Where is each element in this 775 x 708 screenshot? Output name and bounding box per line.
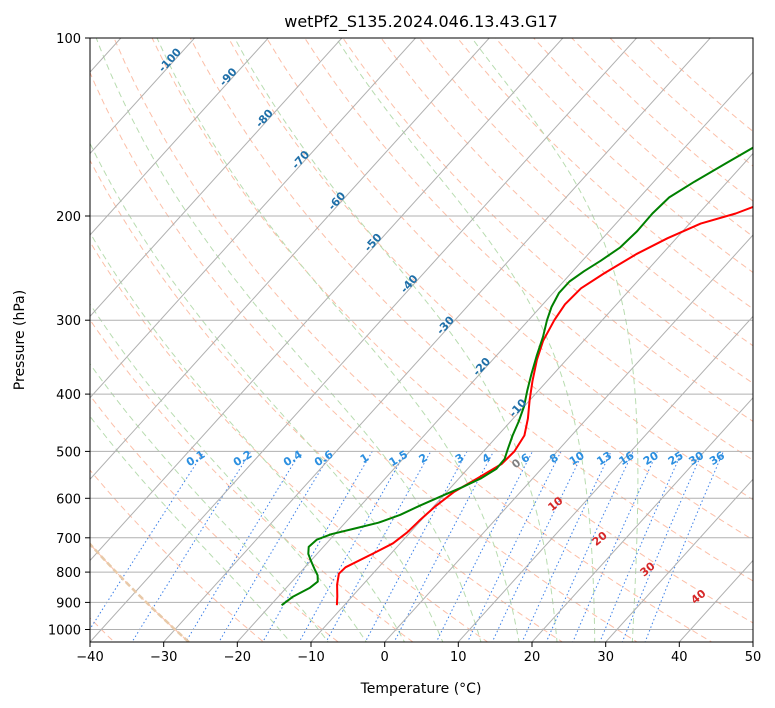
skewed-isotherm bbox=[531, 397, 753, 642]
y-axis-label: Pressure (hPa) bbox=[12, 290, 28, 390]
skewed-isotherm bbox=[90, 38, 417, 399]
y-tick-label: 200 bbox=[56, 210, 81, 225]
dry-adiabat bbox=[266, 38, 753, 501]
moist-adiabat bbox=[156, 38, 520, 642]
skewed-isotherm bbox=[310, 152, 753, 642]
y-tick-label: 100 bbox=[56, 32, 81, 47]
isobar-grid bbox=[90, 38, 753, 630]
skewed-isotherm bbox=[90, 38, 564, 562]
profile-series bbox=[281, 146, 753, 607]
skewed-isotherm bbox=[162, 38, 711, 642]
y-tick-label: 500 bbox=[56, 445, 81, 460]
moist-adiabat bbox=[95, 38, 482, 642]
skewed-isotherm bbox=[90, 38, 490, 480]
skewed-isotherm bbox=[383, 234, 753, 642]
x-tick-label: 20 bbox=[524, 650, 541, 665]
plot-frame bbox=[89, 37, 754, 643]
x-tick-label: 40 bbox=[671, 650, 688, 665]
dry-adiabat bbox=[189, 38, 753, 582]
x-tick-label: 0 bbox=[381, 650, 389, 665]
skewed-isotherm-grid bbox=[90, 38, 753, 642]
dry-adiabat bbox=[304, 38, 753, 461]
moist-adiabat bbox=[335, 38, 596, 642]
skewed-isotherm bbox=[90, 38, 196, 155]
skewed-isotherm bbox=[90, 38, 343, 318]
moist-adiabat bbox=[90, 415, 291, 642]
x-tick-label: −40 bbox=[76, 650, 103, 665]
moist-adiabat bbox=[90, 363, 329, 642]
dry-adiabat bbox=[90, 469, 265, 642]
moist-adiabats bbox=[90, 38, 639, 642]
skewed-isotherm bbox=[90, 38, 269, 236]
temperature-profile-line bbox=[335, 205, 753, 606]
skewed-isotherm bbox=[236, 71, 753, 642]
x-tick-label: 10 bbox=[450, 650, 467, 665]
y-tick-label: 300 bbox=[56, 314, 81, 329]
dry-adiabat bbox=[456, 38, 753, 310]
dry-adiabat bbox=[90, 240, 489, 642]
dry-adiabat bbox=[418, 38, 753, 347]
dry-adiabat bbox=[90, 71, 638, 642]
y-tick-label: 600 bbox=[56, 492, 81, 507]
reference-curve-line bbox=[90, 542, 191, 642]
dry-adiabat bbox=[90, 318, 414, 642]
y-tick-label: 1000 bbox=[48, 624, 81, 639]
skewed-isotherm bbox=[604, 478, 753, 642]
skewed-isotherm bbox=[457, 315, 753, 642]
dewpoint-profile-line bbox=[281, 146, 753, 607]
y-tick-label: 900 bbox=[56, 596, 81, 611]
moist-adiabat bbox=[90, 231, 406, 642]
x-tick-label: 30 bbox=[597, 650, 614, 665]
x-tick-label: −10 bbox=[297, 650, 324, 665]
y-tick-label: 800 bbox=[56, 566, 81, 581]
y-axis: 100 200 300 400 500 600 700 800 900 1000 bbox=[48, 32, 90, 639]
reference-curve bbox=[90, 542, 191, 642]
x-tick-label: −20 bbox=[224, 650, 251, 665]
y-tick-label: 700 bbox=[56, 532, 81, 547]
dry-adiabat bbox=[90, 159, 564, 642]
skewed-isotherm bbox=[90, 38, 638, 642]
dry-adiabat bbox=[113, 38, 713, 642]
chart-title: wetPf2_S135.2024.046.13.43.G17 bbox=[284, 12, 558, 32]
x-tick-label: 50 bbox=[745, 650, 762, 665]
x-axis: −40 −30 −20 −10 0 10 20 30 40 50 bbox=[76, 642, 761, 665]
moist-adiabat bbox=[234, 38, 558, 642]
moist-adiabat bbox=[90, 142, 444, 642]
x-axis-label: Temperature (°C) bbox=[360, 681, 482, 697]
x-tick-label: −30 bbox=[150, 650, 177, 665]
y-tick-label: 400 bbox=[56, 388, 81, 403]
moist-adiabat bbox=[90, 303, 367, 642]
